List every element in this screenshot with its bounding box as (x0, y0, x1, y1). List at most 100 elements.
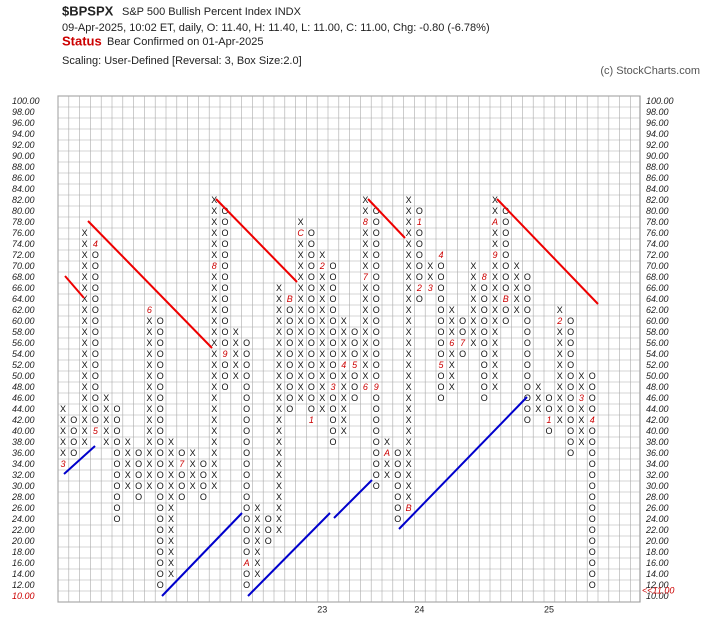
y-tick-label: 12.00 (12, 580, 35, 590)
o-box: O (286, 327, 293, 337)
x-box: X (406, 239, 412, 249)
month-marker: 1 (417, 217, 422, 227)
x-box: X (146, 382, 152, 392)
o-box: O (329, 393, 336, 403)
x-box: X (146, 371, 152, 381)
o-box: O (113, 426, 120, 436)
o-box: O (329, 371, 336, 381)
o-box: O (567, 327, 574, 337)
x-box: X (557, 371, 563, 381)
month-marker: 3 (330, 382, 335, 392)
o-box: O (243, 547, 250, 557)
o-box: O (265, 536, 272, 546)
month-marker: A (383, 448, 390, 458)
o-box: O (135, 492, 142, 502)
x-box: X (492, 349, 498, 359)
y-tick-label: 34.00 (646, 459, 669, 469)
x-box: X (146, 349, 152, 359)
o-box: O (481, 382, 488, 392)
y-tick-label: 84.00 (12, 184, 35, 194)
o-box: O (178, 448, 185, 458)
x-box: X (319, 283, 325, 293)
o-box: O (243, 459, 250, 469)
o-box: O (157, 569, 164, 579)
credit: (c) StockCharts.com (600, 65, 700, 77)
o-box: O (329, 327, 336, 337)
x-box: X (449, 349, 455, 359)
x-box: X (211, 481, 217, 491)
x-box: X (125, 481, 131, 491)
o-box: O (524, 415, 531, 425)
x-box: X (254, 525, 260, 535)
o-box: O (286, 404, 293, 414)
x-box: X (557, 360, 563, 370)
o-box: O (481, 393, 488, 403)
o-box: O (135, 459, 142, 469)
x-box: X (298, 217, 304, 227)
o-box: O (157, 470, 164, 480)
o-box: O (221, 217, 228, 227)
month-marker: 5 (438, 360, 444, 370)
x-box: X (60, 448, 66, 458)
o-box: O (113, 437, 120, 447)
o-box: O (92, 371, 99, 381)
status: Bear Confirmed on 01-Apr-2025 (107, 36, 264, 48)
x-box: X (406, 393, 412, 403)
support-line (333, 479, 373, 519)
x-box: X (82, 239, 88, 249)
x-box: X (449, 327, 455, 337)
x-box: X (211, 470, 217, 480)
o-box: O (329, 316, 336, 326)
x-box: X (146, 437, 152, 447)
y-tick-label: 68.00 (646, 272, 669, 282)
x-box: X (125, 437, 131, 447)
x-box: X (384, 437, 390, 447)
o-box: O (329, 338, 336, 348)
o-box: O (221, 294, 228, 304)
o-box: O (502, 217, 509, 227)
o-box: O (351, 371, 358, 381)
o-box: O (221, 371, 228, 381)
x-box: X (168, 459, 174, 469)
o-box: O (589, 426, 596, 436)
o-box: O (243, 580, 250, 590)
o-box: O (157, 404, 164, 414)
o-box: O (589, 547, 596, 557)
o-box: O (221, 327, 228, 337)
o-box: O (178, 470, 185, 480)
y-tick-label: 32.00 (646, 470, 669, 480)
x-box: X (406, 228, 412, 238)
support-line (161, 512, 243, 597)
o-box: O (221, 250, 228, 260)
x-box: X (406, 382, 412, 392)
o-box: O (243, 569, 250, 579)
x-box: X (319, 316, 325, 326)
o-box: O (70, 426, 77, 436)
o-box: O (92, 393, 99, 403)
o-box: O (373, 338, 380, 348)
o-box: O (373, 349, 380, 359)
x-box: X (557, 349, 563, 359)
y-tick-label: 68.00 (12, 272, 35, 282)
x-box: X (492, 272, 498, 282)
o-box: O (286, 305, 293, 315)
y-tick-label: 46.00 (646, 393, 669, 403)
o-box: O (243, 503, 250, 513)
x-box: X (406, 217, 412, 227)
x-box: X (60, 415, 66, 425)
o-box: O (200, 459, 207, 469)
x-box: X (406, 459, 412, 469)
x-box: X (449, 316, 455, 326)
x-box: X (254, 569, 260, 579)
x-box: X (276, 283, 282, 293)
x-box: X (276, 415, 282, 425)
month-marker: 3 (60, 459, 65, 469)
x-box: X (535, 382, 541, 392)
scaling: Scaling: User-Defined [Reversal: 3, Box … (62, 55, 302, 67)
o-box: O (265, 514, 272, 524)
